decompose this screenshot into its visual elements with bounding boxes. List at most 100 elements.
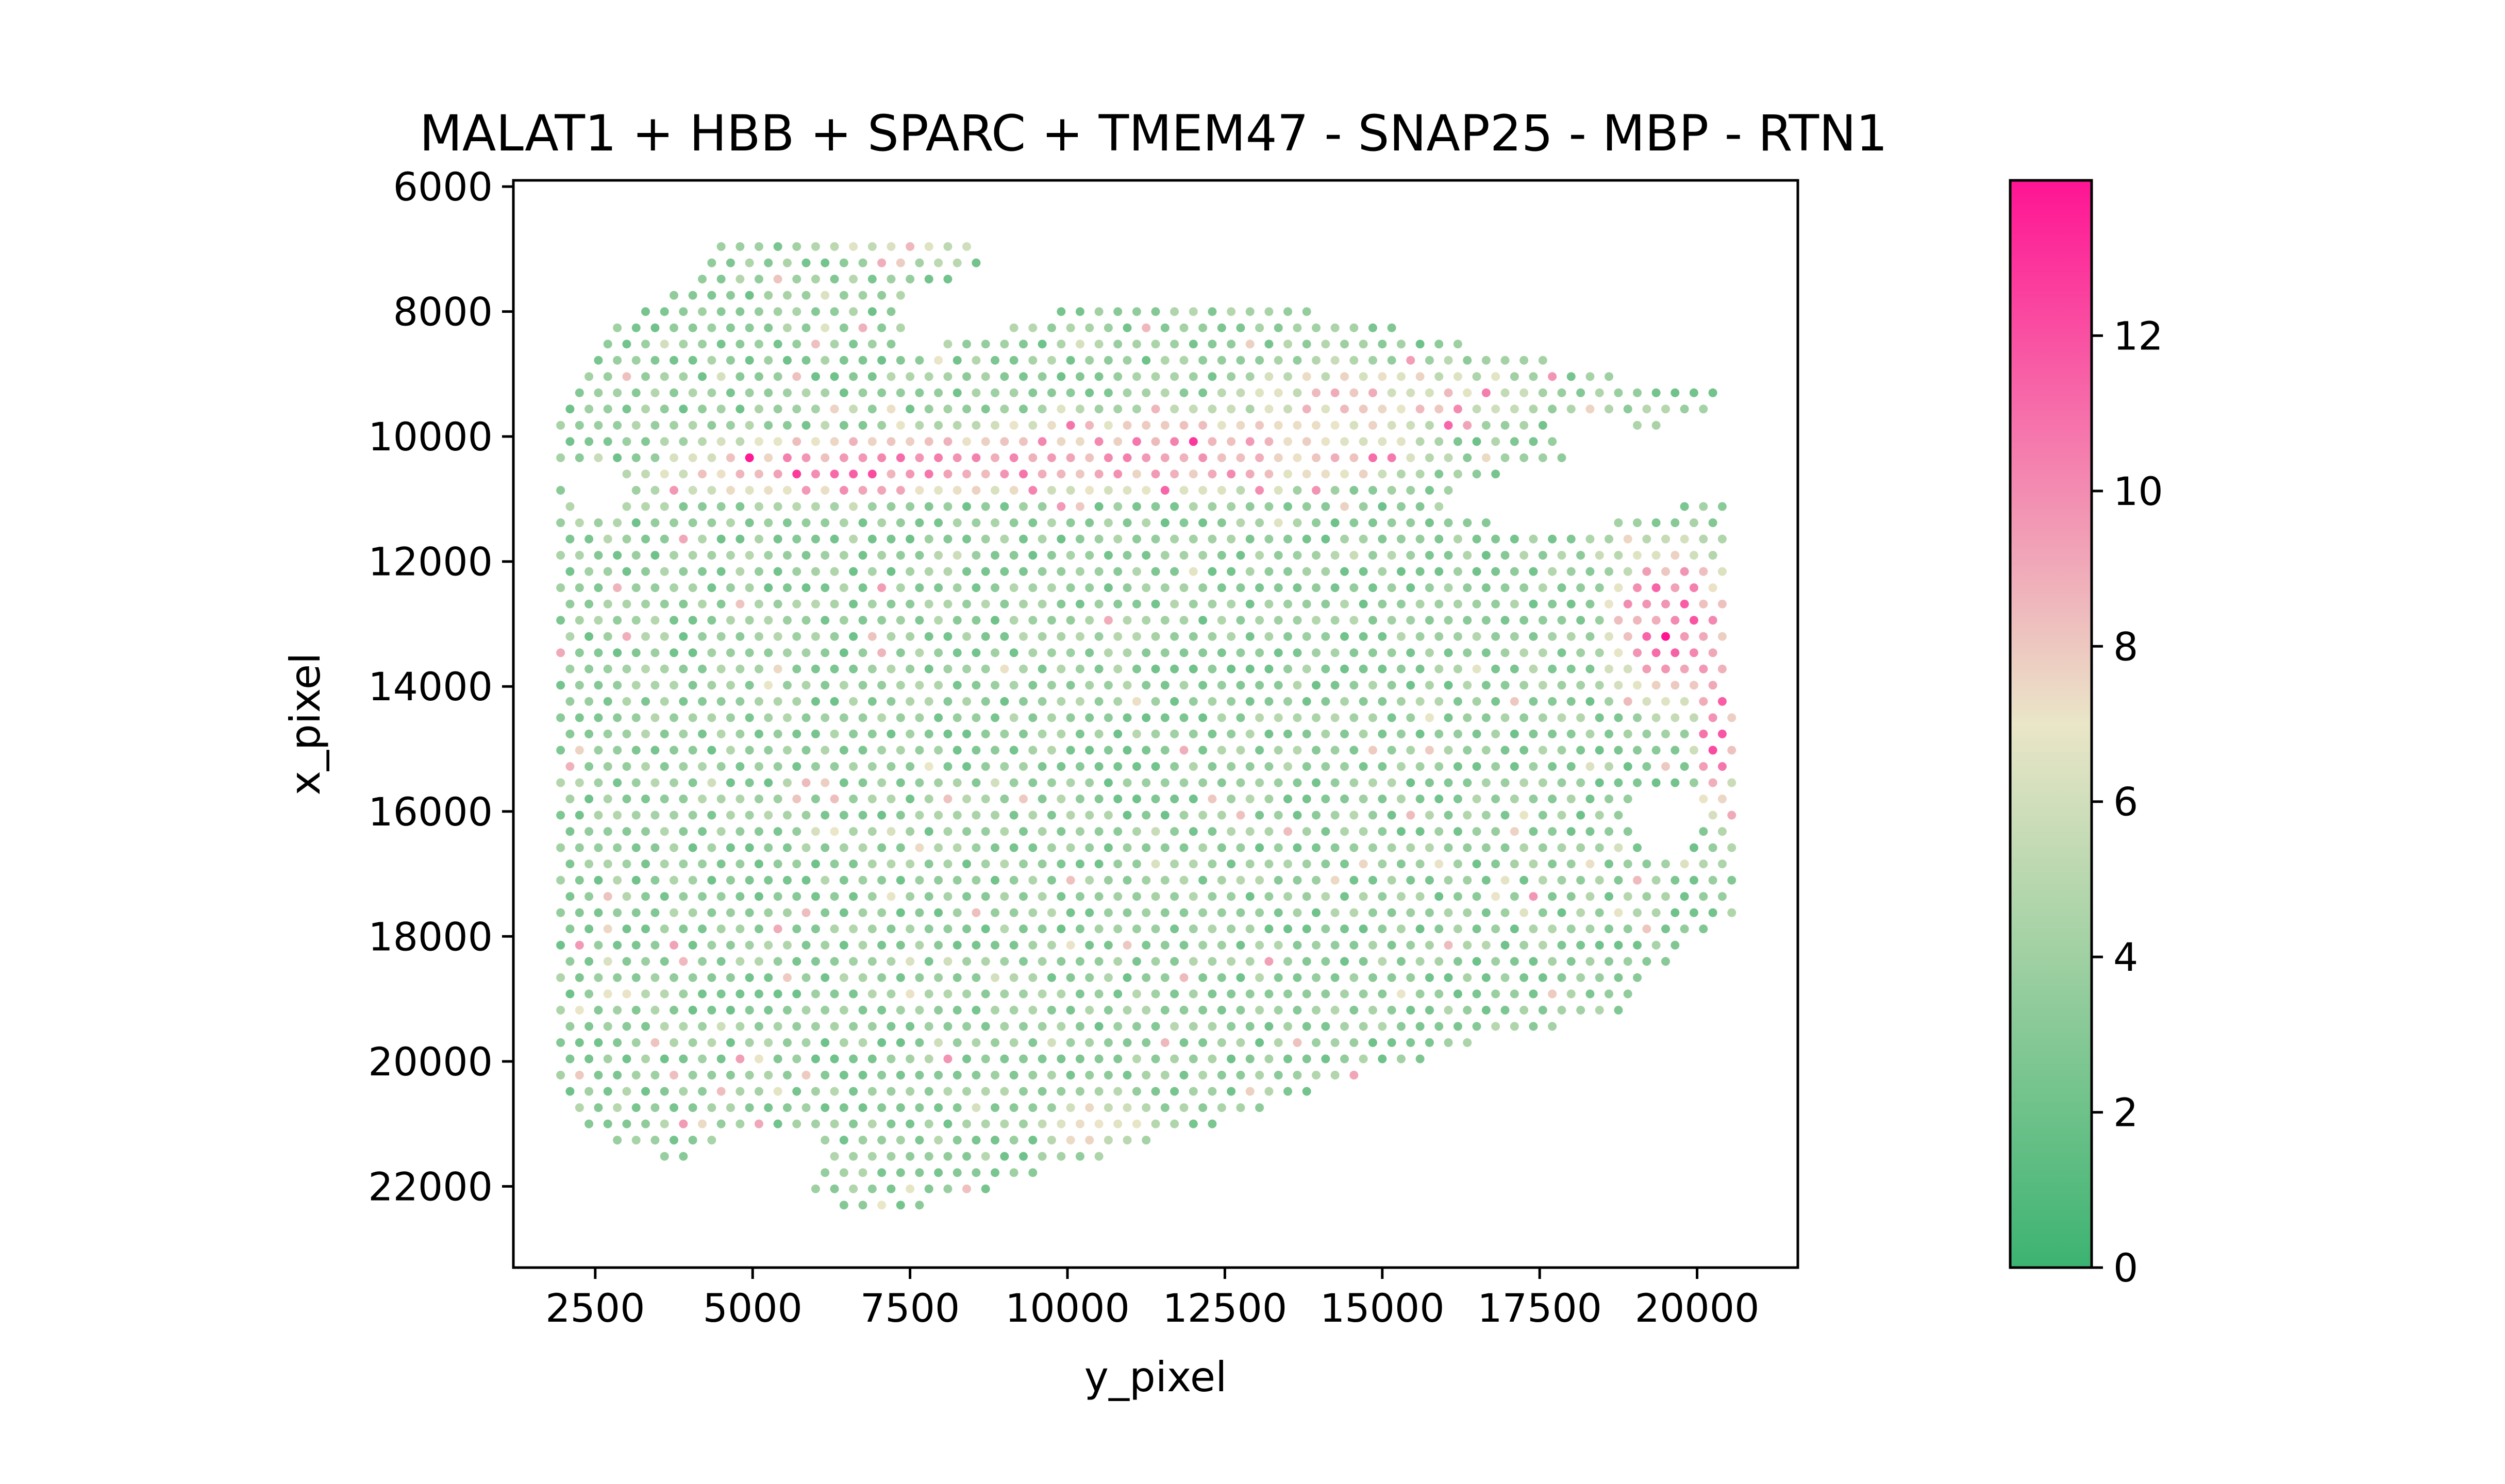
spot-point <box>594 875 603 885</box>
spot-point <box>1708 778 1717 787</box>
spot-point <box>1623 697 1632 706</box>
colorbar-tick-label: 8 <box>2113 623 2138 669</box>
spot-point <box>877 583 887 593</box>
spot-point <box>660 664 669 673</box>
spot-point <box>1717 892 1727 901</box>
spot-point <box>782 388 792 397</box>
spot-point <box>991 908 999 917</box>
spot-point <box>1123 973 1132 982</box>
spot-point <box>1075 502 1084 511</box>
spot-point <box>670 1038 678 1047</box>
spot-point <box>906 1022 915 1031</box>
x-tick-label: 12500 <box>1162 1285 1287 1331</box>
spot-point <box>1727 778 1736 787</box>
spot-point <box>962 795 971 803</box>
spot-point <box>1170 729 1179 738</box>
spot-point <box>924 567 933 576</box>
spot-point <box>1548 372 1557 381</box>
spot-point <box>603 762 612 771</box>
spot-point <box>1245 989 1255 999</box>
spot-point <box>1340 924 1349 934</box>
spot-point <box>953 486 962 495</box>
spot-point <box>1349 616 1359 625</box>
spot-point <box>716 404 726 414</box>
spot-point <box>1274 388 1283 397</box>
spot-point <box>679 437 688 446</box>
spot-point <box>698 404 707 414</box>
spot-point <box>1151 534 1160 544</box>
spot-point <box>821 875 830 885</box>
spot-point <box>792 859 801 869</box>
spot-point <box>1057 957 1066 966</box>
spot-point <box>670 323 678 332</box>
spot-point <box>1387 486 1396 495</box>
spot-point <box>584 404 594 414</box>
spot-point <box>1179 681 1189 690</box>
spot-point <box>782 778 792 787</box>
spot-point <box>972 940 981 950</box>
spot-point <box>754 567 763 576</box>
spot-point <box>1340 567 1349 576</box>
spot-point <box>1312 1005 1321 1015</box>
spot-point <box>896 778 905 787</box>
spot-point <box>981 859 990 869</box>
spot-point <box>726 583 735 593</box>
spot-point <box>811 697 820 706</box>
spot-point <box>991 1071 999 1080</box>
spot-point <box>1217 356 1226 365</box>
spot-point <box>821 1005 830 1015</box>
spot-point <box>641 1022 650 1031</box>
spot-point <box>1595 908 1604 917</box>
spot-point <box>773 795 782 803</box>
spot-point <box>1595 681 1604 690</box>
spot-point <box>622 599 631 609</box>
spot-point <box>1198 1005 1208 1015</box>
spot-point <box>1463 420 1472 430</box>
spot-point <box>1132 599 1141 609</box>
spot-point <box>1302 892 1311 901</box>
spot-point <box>670 811 678 820</box>
spot-point <box>877 746 887 755</box>
spot-point <box>1113 729 1123 738</box>
spot-point <box>1576 713 1585 722</box>
spot-point <box>1208 924 1217 934</box>
spot-point <box>726 843 735 852</box>
spot-point <box>1406 940 1415 950</box>
spot-point <box>754 275 763 284</box>
spot-point <box>1142 1071 1151 1080</box>
spot-point <box>688 388 697 397</box>
spot-point <box>934 356 943 365</box>
spot-point <box>1368 908 1377 917</box>
spot-point <box>584 697 594 706</box>
spot-point <box>1359 437 1368 446</box>
spot-point <box>1623 795 1632 803</box>
spot-point <box>849 469 858 479</box>
spot-point <box>726 453 735 462</box>
spot-point <box>1472 469 1481 479</box>
spot-point <box>716 1087 726 1096</box>
spot-point <box>1179 875 1189 885</box>
spot-point <box>584 1087 594 1096</box>
spot-point <box>1349 875 1359 885</box>
spot-point <box>849 795 858 803</box>
spot-point <box>1529 599 1538 609</box>
spot-point <box>915 940 924 950</box>
spot-point <box>867 340 877 349</box>
spot-point <box>726 323 735 332</box>
spot-point <box>1699 632 1708 641</box>
spot-point <box>1548 795 1557 803</box>
spot-point <box>1028 875 1038 885</box>
spot-point <box>1396 534 1406 544</box>
spot-point <box>1321 502 1330 511</box>
spot-point <box>1444 811 1453 820</box>
spot-point <box>792 924 801 934</box>
spot-layer <box>556 242 1736 1210</box>
spot-point <box>1425 648 1434 657</box>
spot-point <box>1529 697 1538 706</box>
spot-point <box>1444 713 1453 722</box>
spot-point <box>924 827 933 836</box>
spot-point <box>688 1103 697 1112</box>
spot-point <box>1028 1005 1038 1015</box>
spot-point <box>1245 762 1255 771</box>
spot-point <box>670 1071 678 1080</box>
